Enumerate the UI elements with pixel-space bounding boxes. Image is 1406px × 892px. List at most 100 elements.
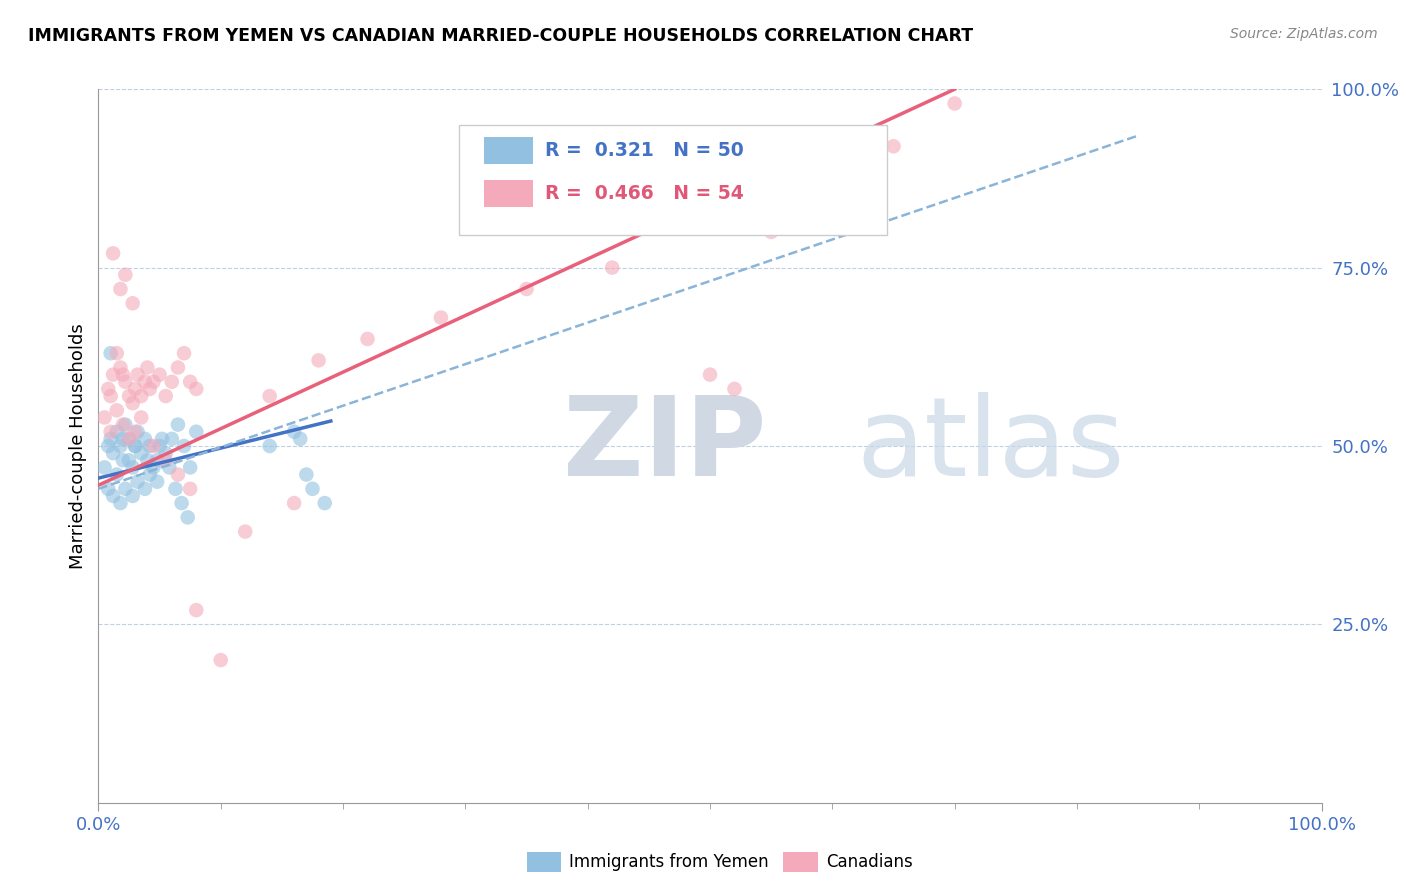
Text: Immigrants from Yemen: Immigrants from Yemen	[569, 853, 769, 871]
Point	[167, 467, 190, 482]
Point	[101, 489, 124, 503]
Point	[167, 360, 190, 375]
Point	[821, 168, 844, 182]
Point	[100, 389, 122, 403]
Point	[121, 460, 143, 475]
Point	[165, 482, 187, 496]
Point	[150, 432, 173, 446]
Point	[139, 439, 162, 453]
Point	[173, 439, 195, 453]
Point	[118, 432, 141, 446]
Point	[142, 439, 165, 453]
Text: ZIP: ZIP	[564, 392, 766, 500]
Point	[124, 439, 146, 453]
Point	[118, 389, 141, 403]
Point	[110, 439, 132, 453]
Point	[600, 260, 623, 275]
Point	[114, 375, 136, 389]
Point	[149, 439, 172, 453]
Point	[93, 410, 115, 425]
Point	[160, 375, 183, 389]
Point	[110, 282, 132, 296]
Point	[127, 475, 149, 489]
Point	[301, 482, 323, 496]
Point	[883, 139, 905, 153]
Point	[139, 382, 162, 396]
Bar	[484, 137, 533, 164]
Bar	[484, 180, 533, 207]
Point	[173, 346, 195, 360]
Point	[170, 496, 193, 510]
Point	[124, 382, 146, 396]
Point	[290, 432, 312, 446]
Point	[167, 417, 190, 432]
Text: Source: ZipAtlas.com: Source: ZipAtlas.com	[1230, 27, 1378, 41]
Point	[430, 310, 453, 325]
Point	[129, 410, 152, 425]
Point	[111, 432, 134, 446]
Point	[723, 382, 745, 396]
Point	[114, 417, 136, 432]
Point	[142, 460, 165, 475]
Point	[121, 489, 143, 503]
Point	[101, 246, 124, 260]
Point	[105, 467, 128, 482]
Point	[179, 460, 201, 475]
Point	[295, 467, 318, 482]
Point	[114, 482, 136, 496]
Point	[100, 432, 122, 446]
Point	[179, 375, 201, 389]
Text: R =  0.321   N = 50: R = 0.321 N = 50	[546, 141, 744, 160]
Point	[136, 453, 159, 467]
Point	[105, 425, 128, 439]
Point	[127, 425, 149, 439]
Point	[186, 382, 208, 396]
Point	[146, 453, 169, 467]
Point	[515, 282, 537, 296]
Point	[259, 439, 281, 453]
Point	[177, 510, 200, 524]
Point	[118, 453, 141, 467]
Text: Canadians: Canadians	[827, 853, 912, 871]
Point	[157, 460, 180, 475]
Point	[134, 432, 156, 446]
Point	[699, 368, 721, 382]
Text: R =  0.466   N = 54: R = 0.466 N = 54	[546, 184, 744, 202]
Text: atlas: atlas	[856, 392, 1125, 500]
FancyBboxPatch shape	[460, 125, 887, 235]
Point	[209, 653, 232, 667]
Point	[160, 432, 183, 446]
Point	[259, 389, 281, 403]
Point	[111, 368, 134, 382]
Point	[124, 439, 146, 453]
Point	[124, 425, 146, 439]
Point	[134, 375, 156, 389]
Point	[100, 346, 122, 360]
Point	[110, 496, 132, 510]
Point	[155, 453, 177, 467]
Point	[136, 360, 159, 375]
Point	[129, 446, 152, 460]
Point	[101, 368, 124, 382]
Point	[139, 467, 162, 482]
Point	[97, 482, 120, 496]
Point	[121, 396, 143, 410]
Point	[97, 439, 120, 453]
Point	[233, 524, 256, 539]
Point	[121, 296, 143, 310]
Y-axis label: Married-couple Households: Married-couple Households	[69, 323, 87, 569]
Point	[111, 417, 134, 432]
Point	[155, 389, 177, 403]
Point	[314, 496, 336, 510]
Point	[100, 425, 122, 439]
Point	[114, 268, 136, 282]
Point	[943, 96, 966, 111]
Point	[761, 225, 783, 239]
Point	[146, 475, 169, 489]
Bar	[526, 852, 561, 872]
Point	[186, 425, 208, 439]
Point	[134, 482, 156, 496]
Point	[179, 482, 201, 496]
Point	[110, 360, 132, 375]
Point	[142, 375, 165, 389]
